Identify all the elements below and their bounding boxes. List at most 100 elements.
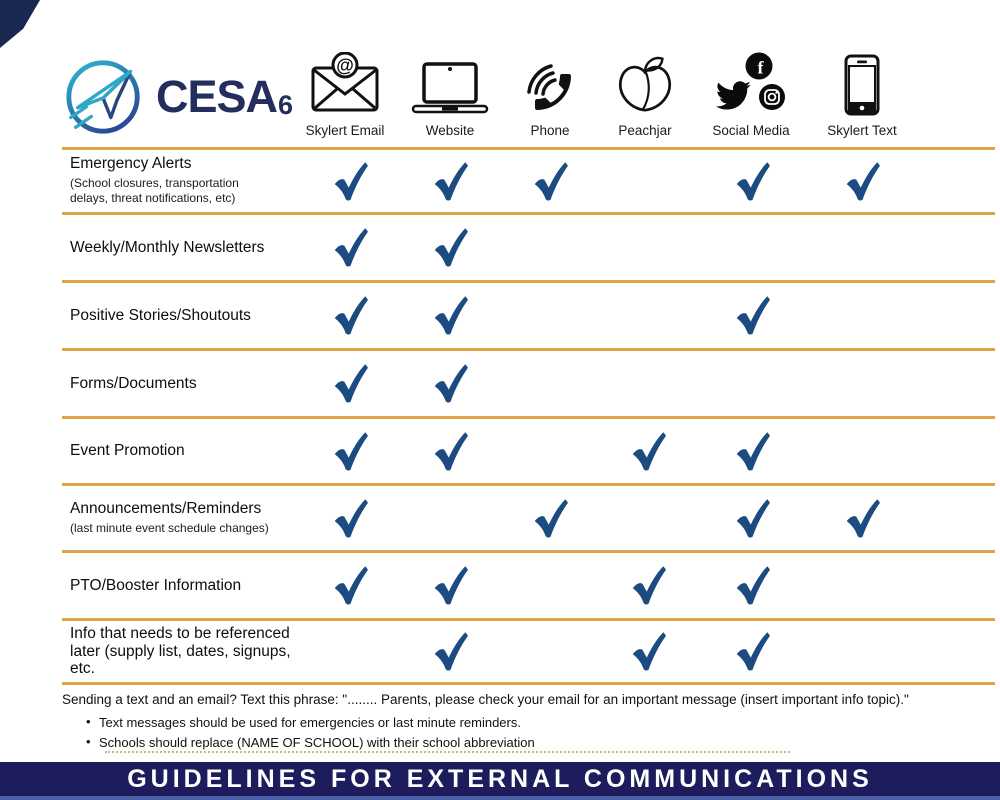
check-cell bbox=[698, 215, 806, 280]
row-note: (last minute event schedule changes) bbox=[70, 520, 269, 535]
checkmark-icon bbox=[334, 296, 368, 335]
check-cell bbox=[806, 486, 918, 550]
checkmark-icon bbox=[434, 566, 468, 605]
column-label: Skylert Email bbox=[305, 123, 385, 138]
footnote-bullet: Schools should replace (NAME OF SCHOOL) … bbox=[86, 734, 987, 750]
checkmark-icon bbox=[736, 161, 770, 200]
brand-suffix: 6 bbox=[278, 89, 293, 120]
check-cell bbox=[502, 215, 599, 280]
checkmark-icon bbox=[434, 161, 468, 200]
check-cell bbox=[302, 621, 398, 682]
footnote-lead: Sending a text and an email? Text this p… bbox=[62, 692, 909, 707]
check-cell bbox=[398, 150, 502, 212]
row-label: Forms/Documents bbox=[70, 374, 197, 392]
column-label: Social Media bbox=[712, 123, 790, 138]
smartphone-icon bbox=[843, 46, 881, 116]
footnote-bullets: Text messages should be used for emergen… bbox=[86, 714, 987, 750]
brand-name: CESA6 bbox=[156, 70, 293, 122]
email-at-icon: @ bbox=[310, 46, 380, 116]
checkmark-icon bbox=[434, 296, 468, 335]
check-cell bbox=[698, 150, 806, 212]
column-header-peachjar: Peachjar bbox=[585, 46, 705, 138]
check-cell bbox=[599, 150, 698, 212]
phone-handset-icon bbox=[521, 46, 579, 116]
table-row: PTO/Booster Information bbox=[62, 550, 995, 618]
row-label: Weekly/Monthly Newsletters bbox=[70, 238, 265, 256]
check-cell bbox=[398, 621, 502, 682]
checkmark-icon bbox=[632, 632, 666, 671]
checkmark-icon bbox=[434, 431, 468, 470]
footnote-bullet: Text messages should be used for emergen… bbox=[86, 714, 987, 730]
twitter-icon bbox=[716, 81, 751, 110]
checkmark-icon bbox=[736, 498, 770, 537]
row-label: Emergency Alerts bbox=[70, 155, 192, 172]
check-cell bbox=[599, 351, 698, 416]
facebook-twitter-instagram-icons: f bbox=[715, 46, 787, 116]
check-cell bbox=[502, 486, 599, 550]
paper-plane-logo-icon bbox=[66, 60, 140, 134]
check-cell bbox=[698, 283, 806, 348]
checkmark-icon bbox=[334, 228, 368, 267]
column-label: Skylert Text bbox=[827, 123, 897, 138]
check-cell bbox=[398, 419, 502, 483]
table-row: Weekly/Monthly Newsletters bbox=[62, 212, 995, 280]
checkmark-icon bbox=[334, 364, 368, 403]
check-cell bbox=[302, 486, 398, 550]
row-label: PTO/Booster Information bbox=[70, 576, 242, 594]
instagram-icon bbox=[759, 84, 785, 110]
check-cell bbox=[398, 215, 502, 280]
checkmark-icon bbox=[434, 632, 468, 671]
row-label: Positive Stories/Shoutouts bbox=[70, 306, 251, 324]
column-label: Peachjar bbox=[618, 123, 672, 138]
svg-text:f: f bbox=[758, 58, 765, 78]
check-cell bbox=[398, 553, 502, 618]
check-cell bbox=[302, 419, 398, 483]
table-row: Positive Stories/Shoutouts bbox=[62, 280, 995, 348]
checkmark-icon bbox=[736, 566, 770, 605]
row-label: Event Promotion bbox=[70, 442, 185, 460]
checkmark-icon bbox=[334, 161, 368, 200]
svg-text:@: @ bbox=[336, 56, 354, 76]
column-header-skylert-email: @ Skylert Email bbox=[285, 46, 405, 138]
check-cell bbox=[698, 486, 806, 550]
facebook-icon: f bbox=[745, 52, 773, 80]
checkmark-icon bbox=[736, 431, 770, 470]
banner-title: GUIDELINES FOR EXTERNAL COMMUNICATIONS bbox=[127, 764, 873, 793]
footnotes: Sending a text and an email? Text this p… bbox=[62, 692, 987, 755]
table-row: Announcements/Reminders (last minute eve… bbox=[62, 483, 995, 550]
checkmark-icon bbox=[534, 498, 568, 537]
row-label: Announcements/Reminders bbox=[70, 499, 262, 517]
check-cell bbox=[302, 351, 398, 416]
table-row: Event Promotion bbox=[62, 416, 995, 483]
footer-banner: GUIDELINES FOR EXTERNAL COMMUNICATIONS bbox=[0, 762, 1000, 800]
check-cell bbox=[502, 150, 599, 212]
checkmark-icon bbox=[846, 498, 880, 537]
checkmark-icon bbox=[632, 566, 666, 605]
check-cell bbox=[599, 419, 698, 483]
checkmark-icon bbox=[434, 364, 468, 403]
checkmark-icon bbox=[846, 161, 880, 200]
check-cell bbox=[302, 150, 398, 212]
table-row: Info that needs to be referenced later (… bbox=[62, 618, 995, 685]
row-note: (School closures, transportation delays,… bbox=[70, 175, 239, 206]
check-cell bbox=[806, 553, 918, 618]
check-cell bbox=[599, 621, 698, 682]
column-header-phone: Phone bbox=[490, 46, 610, 138]
check-cell bbox=[698, 553, 806, 618]
checkmark-icon bbox=[534, 161, 568, 200]
check-cell bbox=[806, 283, 918, 348]
check-cell bbox=[599, 553, 698, 618]
row-label: Info that needs to be referenced later (… bbox=[70, 624, 291, 678]
checkmark-icon bbox=[736, 632, 770, 671]
column-label: Phone bbox=[530, 123, 570, 138]
check-cell bbox=[698, 351, 806, 416]
checkmark-icon bbox=[632, 431, 666, 470]
check-cell bbox=[599, 486, 698, 550]
table-row: Forms/Documents bbox=[62, 348, 995, 416]
check-cell bbox=[302, 553, 398, 618]
check-cell bbox=[806, 215, 918, 280]
check-cell bbox=[806, 150, 918, 212]
checkmark-icon bbox=[334, 498, 368, 537]
cesa-logo: CESA6 bbox=[62, 52, 293, 140]
